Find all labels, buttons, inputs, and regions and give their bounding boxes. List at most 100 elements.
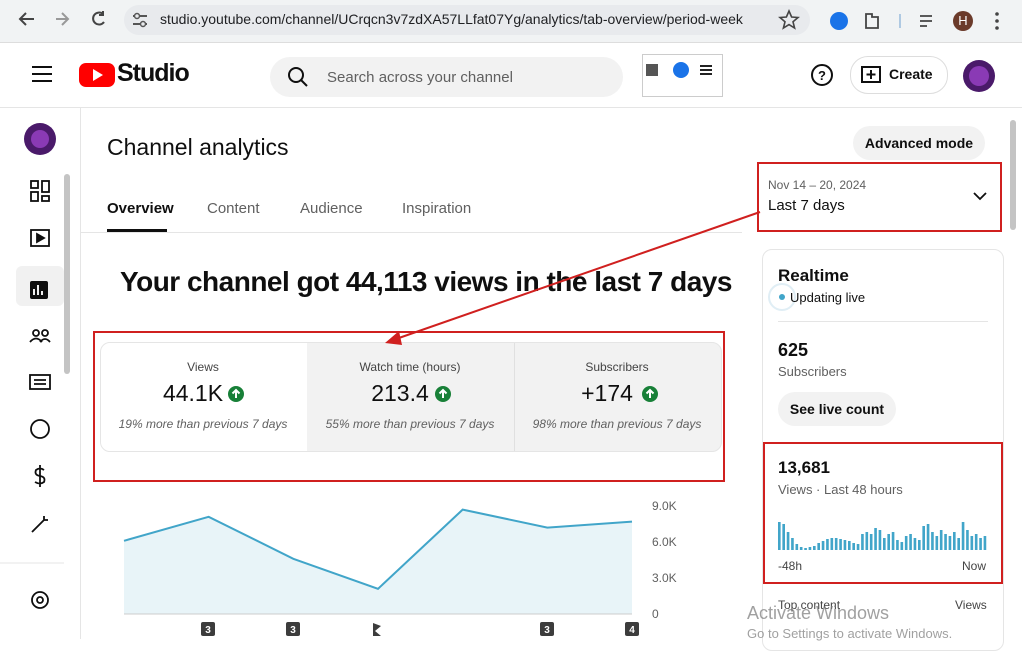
bar xyxy=(935,536,939,550)
bar xyxy=(922,526,925,550)
page-title: Channel analytics xyxy=(107,134,289,160)
scrollbar[interactable] xyxy=(1010,120,1016,230)
search-icon xyxy=(288,67,308,87)
tab[interactable]: Overview xyxy=(107,200,174,217)
tab[interactable]: Content xyxy=(207,200,260,217)
advanced-mode-label: Advanced mode xyxy=(864,135,974,151)
annotation-box xyxy=(93,331,725,482)
date-range-dates: Nov 14 – 20, 2024 xyxy=(768,178,867,192)
bar xyxy=(878,530,882,550)
menu-button[interactable] xyxy=(30,64,54,84)
metric-card-selected[interactable] xyxy=(101,343,307,451)
bar xyxy=(970,536,974,550)
overview-chart: 0 3.0K 6.0K 9.0K 3 3 3 4 xyxy=(123,499,677,636)
metric-note: 55% more than previous 7 days xyxy=(325,417,495,431)
help-icon[interactable]: ? xyxy=(810,63,834,87)
bar xyxy=(817,543,820,550)
subscriber-label: Subscribers xyxy=(778,364,847,379)
nav-buttons xyxy=(18,11,105,26)
metric-value: 44.1K xyxy=(162,380,224,406)
bar xyxy=(896,540,899,550)
bar xyxy=(782,524,785,550)
y-tick-label: 0 xyxy=(652,607,659,621)
svg-text:?: ? xyxy=(818,68,826,83)
bar xyxy=(852,543,855,550)
bar xyxy=(861,534,864,550)
metric-label: Subscribers xyxy=(585,360,649,374)
youtube-logo[interactable] xyxy=(79,62,115,88)
see-live-button[interactable] xyxy=(778,392,896,426)
sidebar xyxy=(0,108,81,639)
top-content-label: Top content xyxy=(778,598,841,612)
tab-underline xyxy=(107,229,167,232)
create-button[interactable] xyxy=(850,56,948,94)
search-box[interactable] xyxy=(270,57,623,97)
bar xyxy=(848,541,851,550)
icon-arrow xyxy=(231,388,241,398)
bar xyxy=(944,534,947,550)
range-start: -48h xyxy=(778,559,803,573)
annotation-box xyxy=(757,162,1002,232)
short-marker xyxy=(373,623,381,636)
trend-up-icon xyxy=(228,386,244,402)
channel-avatar[interactable] xyxy=(962,59,996,93)
bar xyxy=(834,538,838,550)
bar xyxy=(887,534,890,550)
metric-value: 213.4 xyxy=(371,380,429,406)
annotation-box xyxy=(763,442,1003,584)
bar xyxy=(891,532,895,550)
trend-up-icon xyxy=(435,386,451,402)
bar xyxy=(799,547,803,550)
bar xyxy=(974,534,978,550)
bar xyxy=(826,539,829,550)
bar xyxy=(786,532,790,550)
metric-cards xyxy=(100,342,722,452)
profile-initial: H xyxy=(958,13,968,28)
advanced-mode-button[interactable] xyxy=(853,126,985,160)
extension-box xyxy=(642,54,723,97)
url-text: studio.youtube.com/channel/UCrqcn3v7zdXA… xyxy=(160,11,743,27)
watermark-title: Activate Windows xyxy=(747,603,890,623)
tab[interactable]: Inspiration xyxy=(402,200,472,217)
headline: Your channel got 44,113 views in the las… xyxy=(120,266,732,297)
address-bar[interactable] xyxy=(124,5,810,35)
bar xyxy=(869,534,873,550)
tab[interactable]: Audience xyxy=(300,200,363,217)
bar xyxy=(791,538,794,550)
bar xyxy=(795,544,799,550)
y-tick-label: 9.0K xyxy=(652,499,677,513)
bar xyxy=(918,540,921,550)
bar xyxy=(843,540,847,550)
video-marker-label: 3 xyxy=(544,625,550,636)
bar xyxy=(904,536,908,550)
area-fill xyxy=(124,509,632,614)
dropdown-arrow[interactable] xyxy=(972,190,988,202)
realtime-status: Updating live xyxy=(790,290,866,305)
bar xyxy=(939,530,943,550)
bar xyxy=(966,530,969,550)
logo-text: Studio xyxy=(117,59,190,87)
bar xyxy=(979,538,982,550)
icon-arrow xyxy=(438,388,448,398)
video-marker xyxy=(201,622,215,636)
video-marker-label: 3 xyxy=(290,625,296,636)
video-marker-label: 3 xyxy=(205,625,211,636)
bookmark-star[interactable] xyxy=(778,9,800,31)
bar xyxy=(883,538,886,550)
bar xyxy=(900,542,904,550)
icon-arrow xyxy=(645,388,655,398)
divider xyxy=(778,321,988,322)
watermark-subtitle: Go to Settings to activate Windows. xyxy=(747,626,953,641)
video-marker xyxy=(286,622,300,636)
bar xyxy=(813,546,816,550)
browser-toolbar-icons xyxy=(830,11,999,31)
data-line xyxy=(123,508,633,590)
realtime-bar-chart xyxy=(778,522,987,550)
top-content-views: Views xyxy=(955,598,987,612)
metric-note: 19% more than previous 7 days xyxy=(118,417,288,431)
create-label: Create xyxy=(889,66,933,82)
metric-label: Watch time (hours) xyxy=(359,360,461,374)
bar xyxy=(804,548,807,550)
bar xyxy=(865,532,869,550)
